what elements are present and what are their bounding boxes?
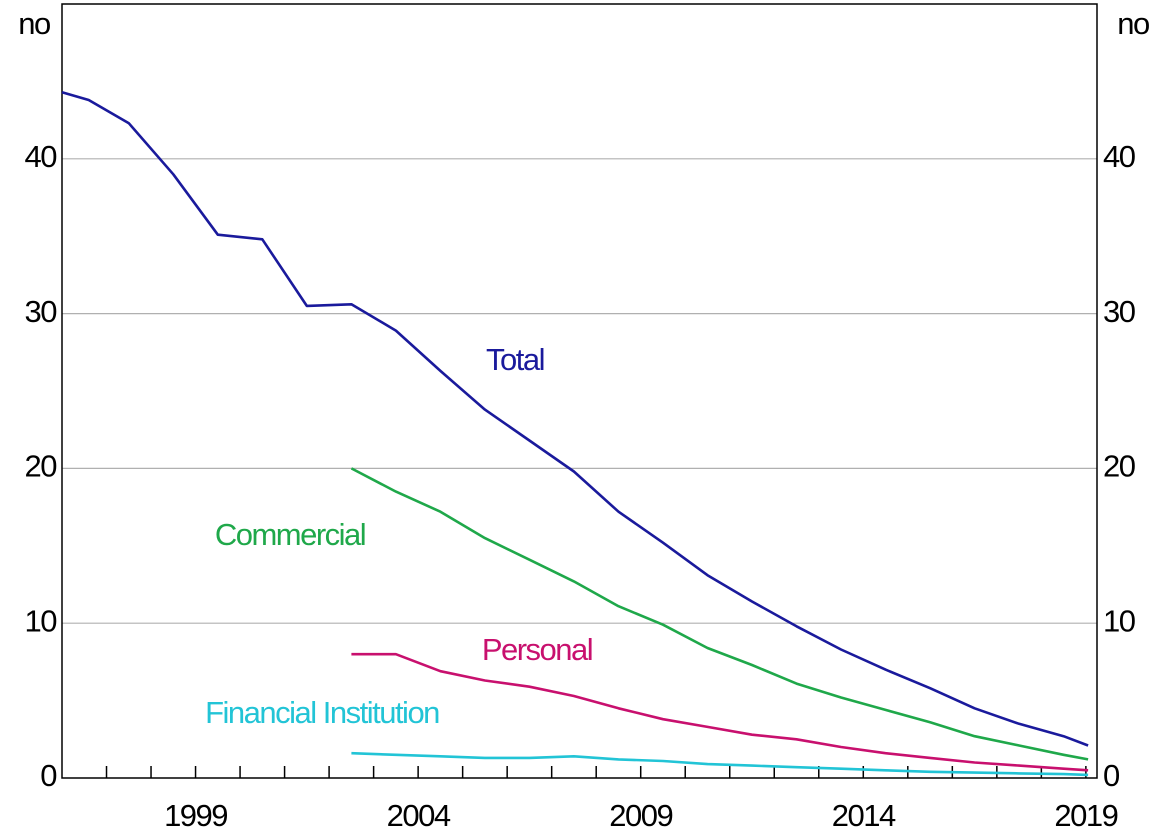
series-line [61, 90, 1089, 747]
x-tick-label: 2014 [832, 798, 896, 833]
y2-tick-label: 30 [1103, 294, 1136, 329]
series-line [350, 467, 1089, 761]
plot-frame [61, 3, 1098, 779]
x-tick-label: 2009 [609, 798, 672, 833]
y2-axis-label: no [1117, 6, 1149, 41]
y2-tick-label: 10 [1103, 603, 1136, 638]
series-label: Total [486, 342, 544, 377]
y2-tick-label: 20 [1103, 449, 1136, 484]
y-tick-label: 20 [25, 449, 58, 484]
y-tick-label: 30 [25, 294, 58, 329]
y2-tick-label: 0 [1103, 758, 1120, 793]
x-tick-label: 2004 [387, 798, 451, 833]
y-tick-label: 40 [25, 139, 58, 174]
series-label: Personal [482, 632, 592, 667]
x-tick-label: 2019 [1054, 798, 1117, 833]
series-label: Financial Institution [205, 695, 439, 730]
y2-tick-label: 40 [1103, 139, 1136, 174]
y-axis-label: no [18, 6, 50, 41]
series-line [351, 652, 1089, 772]
series-label: Commercial [215, 517, 365, 552]
y-tick-label: 0 [40, 758, 57, 793]
series-line [351, 751, 1089, 777]
x-tick-label: 1999 [164, 798, 227, 833]
y-tick-label: 10 [25, 603, 58, 638]
